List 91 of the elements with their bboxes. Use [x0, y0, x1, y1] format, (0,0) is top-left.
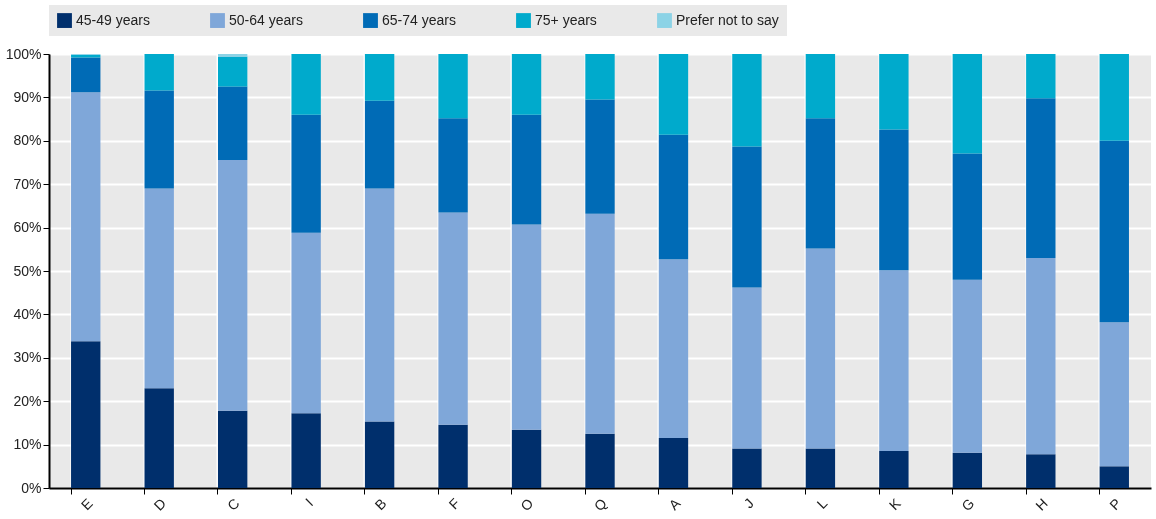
bar — [585, 54, 615, 100]
bar — [71, 92, 101, 342]
bar — [1099, 54, 1129, 141]
bar — [879, 451, 909, 488]
bar — [658, 134, 689, 260]
bar — [291, 232, 321, 414]
legend-label: 75+ years — [535, 11, 597, 28]
x-tick-label: K — [885, 494, 905, 514]
x-tick-label: D — [150, 495, 170, 514]
y-tick-label: 60% — [13, 219, 42, 236]
bar — [438, 424, 468, 488]
bar — [217, 56, 248, 87]
bar — [438, 212, 468, 425]
bar — [585, 99, 615, 214]
bar — [805, 448, 836, 488]
bar — [1026, 54, 1056, 99]
x-tick-label: J — [740, 495, 757, 512]
bar — [364, 421, 395, 488]
bar — [511, 114, 542, 225]
y-tick-label: 70% — [13, 175, 42, 192]
x-tick-label: O — [517, 495, 537, 515]
legend-label: 65-74 years — [382, 11, 456, 28]
bar — [952, 279, 983, 453]
bar — [805, 54, 836, 119]
y-tick-label: 100% — [5, 45, 42, 62]
bar — [511, 54, 542, 115]
bar — [291, 413, 321, 488]
bar — [879, 129, 909, 271]
bar — [364, 100, 395, 189]
legend-label: 50-64 years — [229, 11, 303, 28]
bar — [585, 433, 615, 488]
y-tick-label: 50% — [13, 262, 42, 279]
bar — [805, 248, 836, 449]
bar — [952, 54, 983, 154]
bar — [71, 341, 101, 488]
bar — [732, 287, 762, 449]
x-tick-label: A — [665, 494, 684, 514]
bar — [217, 410, 248, 488]
bar — [144, 90, 174, 189]
y-tick-label: 0% — [21, 479, 42, 496]
bar — [952, 153, 983, 280]
bar — [1099, 322, 1129, 467]
bar — [879, 270, 909, 452]
bar — [71, 57, 101, 93]
y-tick-label: 30% — [13, 349, 42, 366]
bar — [879, 54, 909, 130]
bar — [511, 224, 542, 430]
bar — [1099, 140, 1129, 323]
bar — [732, 54, 762, 147]
legend-label: Prefer not to say — [676, 11, 779, 28]
y-tick-label: 10% — [13, 436, 42, 453]
x-tick-label: G — [958, 495, 978, 515]
bar — [732, 146, 762, 288]
bar — [438, 54, 468, 119]
legend-label: 45-49 years — [76, 11, 150, 28]
y-tick-label: 80% — [13, 132, 42, 149]
x-tick-label: L — [813, 494, 831, 512]
bar — [217, 54, 248, 57]
bar — [217, 86, 248, 160]
bar — [1026, 454, 1056, 488]
bar — [658, 259, 689, 439]
bar — [732, 448, 762, 488]
bar — [1026, 98, 1056, 258]
bar — [364, 188, 395, 422]
bar — [364, 54, 395, 101]
y-tick-label: 90% — [13, 88, 42, 105]
bar — [217, 159, 248, 411]
x-tick-label: E — [77, 495, 96, 514]
bar — [658, 438, 689, 488]
bar — [585, 213, 615, 434]
bar — [805, 118, 836, 249]
x-tick-label: H — [1032, 495, 1051, 514]
x-tick-label: B — [371, 495, 390, 514]
y-tick-label: 40% — [13, 305, 42, 322]
bar — [1026, 257, 1056, 455]
bar — [952, 452, 983, 488]
bar — [438, 118, 468, 213]
bar — [291, 54, 321, 115]
x-tick-label: I — [301, 495, 317, 510]
bar — [1099, 466, 1129, 488]
y-tick-label: 20% — [13, 392, 42, 409]
bar — [144, 388, 174, 488]
x-tick-label: Q — [590, 495, 610, 515]
x-tick-label: P — [1106, 495, 1125, 514]
bar — [291, 114, 321, 233]
bar — [658, 54, 689, 135]
bar — [144, 188, 174, 389]
bar — [511, 429, 542, 488]
bar — [144, 54, 174, 91]
x-tick-label: F — [445, 495, 463, 513]
x-tick-label: C — [224, 495, 243, 514]
